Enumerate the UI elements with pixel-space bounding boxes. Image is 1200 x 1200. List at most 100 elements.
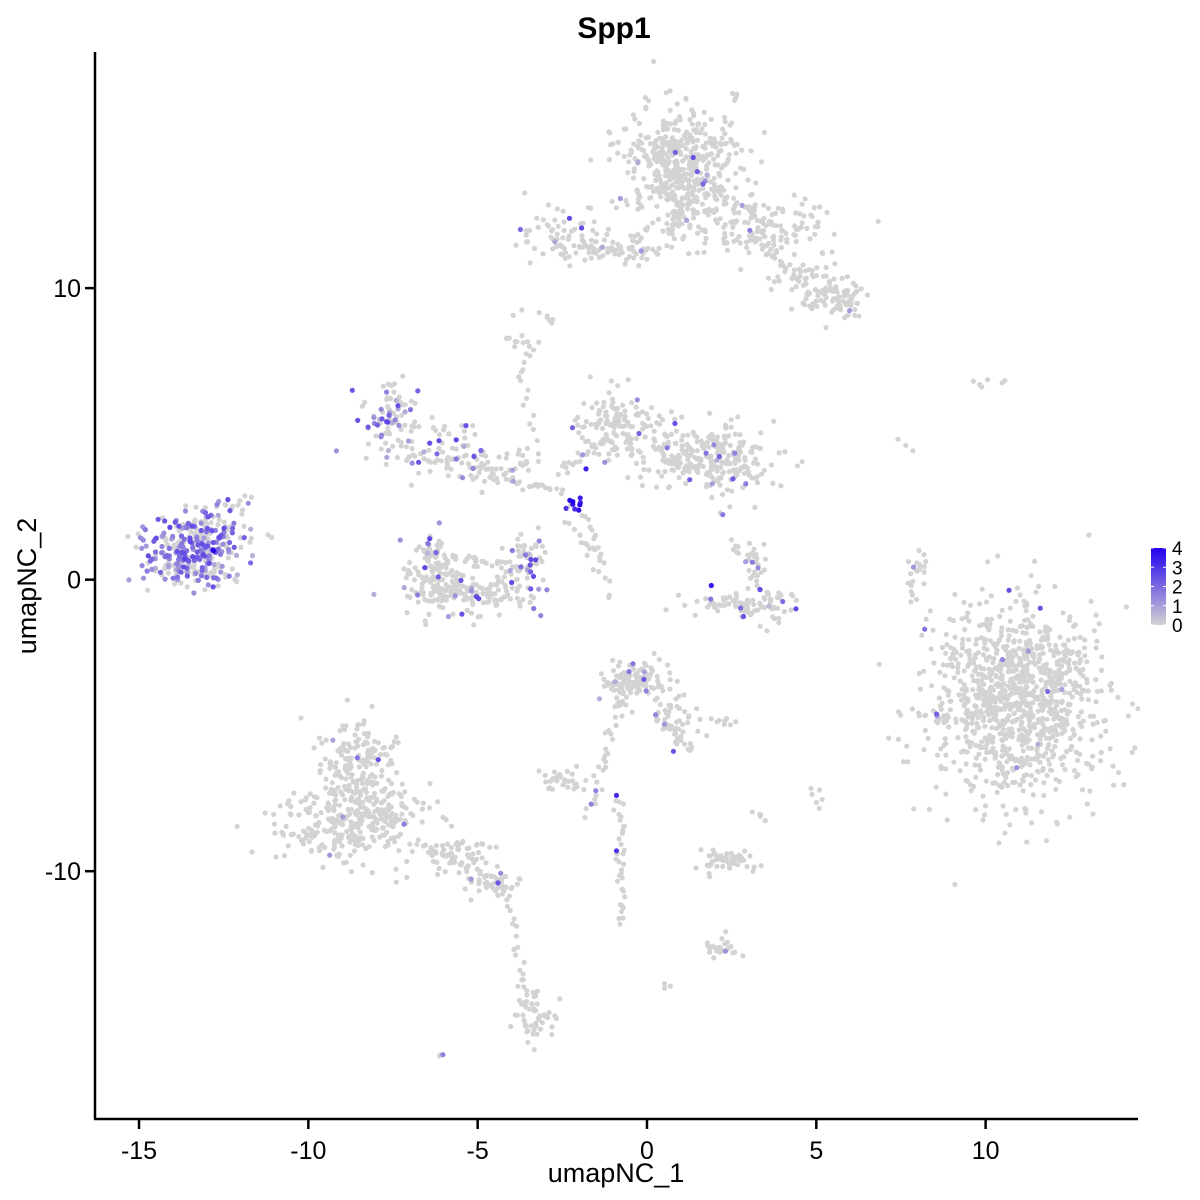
cell-point <box>409 423 415 429</box>
cell-point <box>921 569 927 575</box>
cell-point <box>971 660 977 666</box>
cell-point <box>791 251 798 258</box>
cell-point <box>976 751 982 757</box>
cell-point <box>427 459 433 465</box>
cell-point <box>522 190 528 196</box>
cell-point <box>669 195 675 201</box>
cell-point <box>813 799 820 806</box>
cell-point <box>1013 598 1019 605</box>
cell-point <box>147 558 153 564</box>
cell-point <box>577 458 583 464</box>
cell-point <box>560 208 566 214</box>
cell-point <box>470 465 476 472</box>
cell-point <box>378 446 384 452</box>
cell-point <box>1039 687 1045 693</box>
cell-point <box>1108 687 1114 693</box>
cell-point <box>1107 682 1113 688</box>
cell-point <box>673 118 679 124</box>
cell-point <box>412 565 418 571</box>
cell-point <box>911 806 917 812</box>
cell-point <box>651 58 657 64</box>
cell-point <box>461 443 467 449</box>
cell-point <box>420 800 426 806</box>
cell-point <box>507 596 513 602</box>
cell-point <box>959 749 965 755</box>
cell-point <box>944 642 950 648</box>
cell-point <box>620 915 626 921</box>
cell-point <box>1065 637 1071 643</box>
cell-point <box>204 574 210 581</box>
cell-point <box>530 989 536 995</box>
cell-point <box>171 542 177 548</box>
cell-point <box>617 423 623 429</box>
cell-point <box>669 182 675 188</box>
cell-point <box>487 844 493 851</box>
cell-point <box>1091 713 1097 719</box>
cell-point <box>1005 782 1011 789</box>
cell-point <box>216 517 222 523</box>
cell-point <box>1073 774 1079 780</box>
cell-point <box>594 231 600 237</box>
cell-point <box>516 447 522 453</box>
cell-point <box>740 484 746 491</box>
cell-point <box>715 945 721 951</box>
cell-point <box>955 661 961 667</box>
cell-point <box>619 402 626 408</box>
cell-point <box>1057 634 1063 640</box>
cell-point <box>523 395 530 401</box>
cell-point <box>581 787 587 793</box>
cell-point <box>765 275 772 281</box>
cell-point <box>544 222 550 228</box>
cell-point <box>967 656 973 662</box>
cell-point <box>624 202 631 208</box>
cell-point <box>737 432 743 438</box>
cell-point <box>611 431 617 437</box>
cell-point <box>459 840 465 846</box>
cell-point <box>700 185 706 192</box>
cell-point <box>353 739 359 745</box>
cell-point <box>641 676 647 682</box>
cell-point <box>597 408 603 414</box>
cell-point <box>667 725 673 731</box>
cell-point <box>793 284 799 290</box>
cell-point <box>682 185 688 191</box>
cell-point <box>809 791 815 798</box>
cell-point <box>523 458 529 464</box>
cell-point <box>722 141 728 147</box>
cell-point <box>948 661 955 667</box>
cell-point <box>372 747 378 753</box>
cell-point <box>444 461 450 467</box>
cell-point <box>622 423 628 429</box>
cell-point <box>708 582 714 589</box>
cell-point <box>205 514 211 520</box>
cell-point <box>716 189 722 195</box>
cell-point <box>675 127 682 133</box>
cell-point <box>617 689 623 695</box>
cell-point <box>640 426 646 432</box>
cell-point <box>402 422 408 428</box>
cell-point <box>977 382 983 388</box>
cell-point <box>515 944 521 950</box>
cell-point <box>794 463 801 469</box>
cell-point <box>672 731 679 737</box>
cell-point <box>411 577 418 583</box>
cell-point <box>780 598 786 605</box>
cell-point <box>623 674 629 680</box>
cell-point <box>745 205 751 211</box>
cell-point <box>437 565 444 571</box>
cell-point <box>140 575 147 581</box>
cell-point <box>319 740 325 746</box>
cell-point <box>380 383 386 389</box>
cell-point <box>940 662 947 668</box>
cell-point <box>778 237 784 243</box>
cell-point <box>509 921 516 927</box>
cell-point <box>967 744 973 750</box>
cell-point <box>744 244 750 251</box>
cell-point <box>1087 788 1093 794</box>
cell-point <box>632 116 638 122</box>
cell-point <box>593 239 599 245</box>
cell-point <box>979 691 985 697</box>
cell-point <box>1040 765 1046 772</box>
cell-point <box>152 549 159 555</box>
cell-point <box>1017 673 1023 680</box>
